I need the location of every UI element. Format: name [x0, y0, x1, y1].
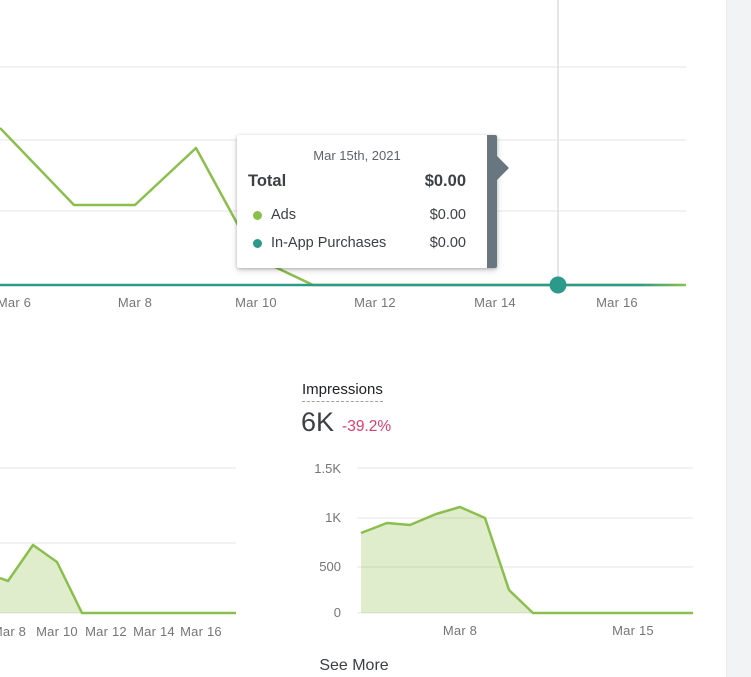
x-axis-label: Mar 16 [596, 295, 638, 310]
y-axis-label: 500 [319, 559, 341, 574]
x-axis-label: Mar 12 [85, 624, 127, 639]
x-axis-label: Mar 10 [235, 295, 277, 310]
tooltip-iap-value: $0.00 [429, 235, 466, 251]
x-axis-label: Mar 14 [133, 624, 175, 639]
left-metric-area-fill [0, 545, 82, 613]
tooltip-total-value: $0.00 [424, 172, 466, 190]
impressions-total-value: 6K [301, 407, 335, 437]
page-background-gutter [726, 0, 751, 677]
tooltip-date: Mar 15th, 2021 [313, 148, 401, 163]
tooltip-total-row: Total $0.00 [248, 171, 466, 191]
see-more-button[interactable]: See More [294, 657, 414, 675]
chart-tooltip: Mar 15th, 2021 Total $0.00 Ads $0.00 In-… [237, 135, 509, 268]
tooltip-accent-bar [487, 135, 497, 268]
x-axis-label: Mar 8 [442, 623, 478, 638]
x-axis-label: Mar 10 [36, 624, 78, 639]
x-axis-label: Mar 6 [0, 295, 32, 310]
impressions-metric-title[interactable]: Impressions [302, 381, 383, 402]
hover-point-dot[interactable] [549, 276, 567, 294]
x-axis-label: Mar 16 [180, 624, 222, 639]
tooltip-row-iap: In-App Purchases $0.00 [248, 229, 466, 257]
tooltip-ads-value: $0.00 [429, 207, 466, 223]
x-axis-label: Mar 8 [0, 624, 27, 639]
impressions-change-badge: -39.2% [342, 418, 392, 435]
impressions-line [360, 505, 693, 615]
y-axis-label: 1.5K [314, 461, 341, 476]
impressions-chart[interactable] [300, 455, 693, 655]
y-axis-label: 0 [333, 605, 341, 620]
tooltip-pointer-arrow [497, 156, 509, 180]
x-axis-label: Mar 12 [354, 295, 396, 310]
iap-legend-dot-icon [253, 238, 262, 248]
y-axis-label: 1K [325, 510, 341, 525]
ads-legend-dot-icon [253, 210, 262, 220]
x-axis-label: Mar 15 [612, 623, 654, 638]
x-axis-label: Mar 14 [474, 295, 516, 310]
impressions-value-row: 6K -39.2% [301, 407, 391, 438]
left-metric-chart[interactable] [0, 440, 236, 640]
impressions-gridlines [357, 467, 693, 614]
tooltip-iap-label: In-App Purchases [271, 235, 387, 251]
tooltip-total-label: Total [248, 172, 287, 190]
tooltip-row-ads: Ads $0.00 [248, 201, 466, 229]
tooltip-ads-label: Ads [271, 207, 296, 223]
left-metric-line [0, 543, 236, 615]
x-axis-label: Mar 8 [117, 295, 153, 310]
